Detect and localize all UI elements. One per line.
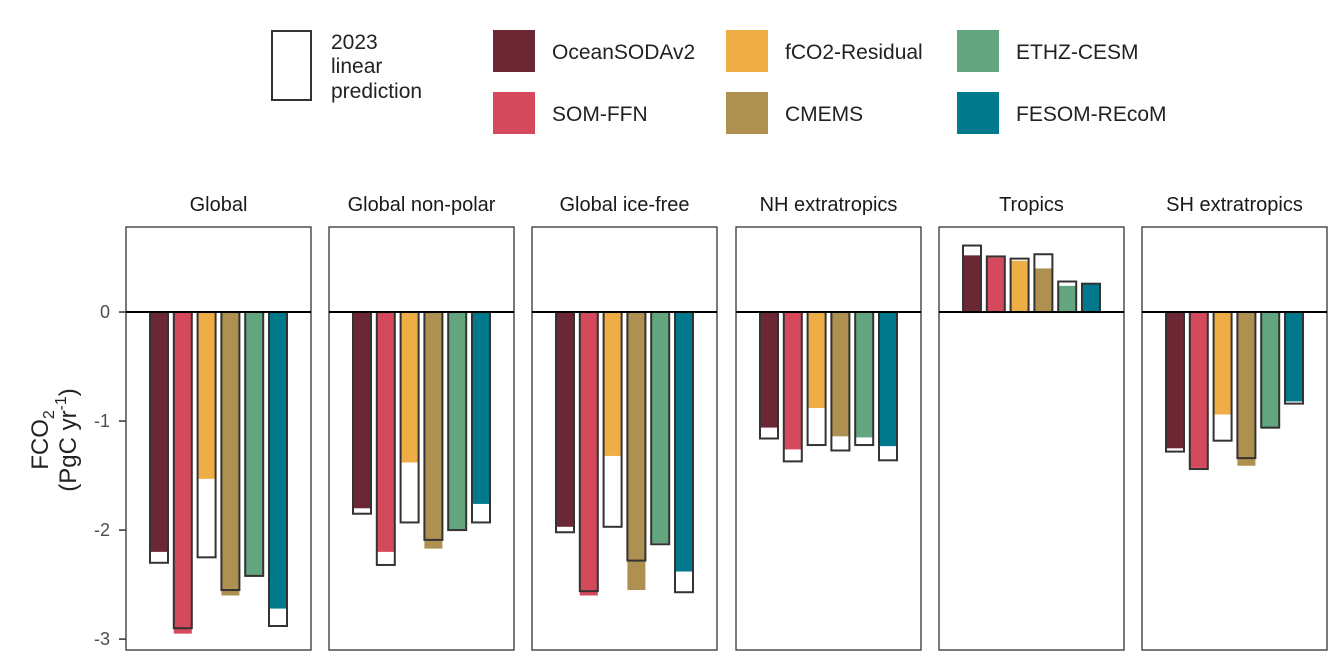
legend: 2023 linear prediction OceanSODAv2 fCO2-… [271,30,1167,134]
bar-2023-global-non-polar-oceansodav2 [353,312,371,509]
bar-2023-global-non-polar-fco2-residual [400,312,419,463]
legend-label-fesom-recom: FESOM-REcoM [1016,103,1167,126]
legend-label-som-ffn: SOM-FFN [552,103,648,126]
y-axis-title-units-close: ) [55,388,82,396]
bar-2023-global-ice-free-som-ffn [579,312,598,596]
panel-global [125,226,312,651]
bar-2023-global-cmems [221,312,240,596]
bar-2023-nh-extratropics-oceansodav2 [760,312,778,428]
legend-outline-label-line3: prediction [331,80,422,103]
bar-2023-sh-extratropics-fco2-residual [1213,312,1232,415]
legend-outline-label-line1: 2023 [331,31,378,54]
bar-2023-nh-extratropics-som-ffn [783,312,802,450]
bar-2023-nh-extratropics-cmems [831,312,850,437]
y-axis: 0 -1 -2 -3 [94,302,126,649]
panel-title-nh-extratropics: NH extratropics [760,194,898,216]
legend-swatch-som-ffn [493,92,535,134]
bar-2023-sh-extratropics-fesom-recom [1285,312,1303,402]
bar-2023-tropics-fesom-recom [1082,283,1100,313]
bar-2023-global-ice-free-oceansodav2 [556,312,574,527]
legend-swatch-ethz-cesm [957,30,999,72]
legend-swatch-oceansodav2 [493,30,535,72]
svg-text:FCO2: FCO2 [27,410,58,470]
panel-nh-extratropics [735,226,922,651]
bar-2023-tropics-som-ffn [986,257,1005,313]
bar-2023-nh-extratropics-ethz-cesm [855,312,874,438]
y-tick-label-minus1: -1 [94,411,110,431]
y-tick-label-minus3: -3 [94,629,110,649]
panel-title-sh-extratropics: SH extratropics [1166,194,1303,216]
legend-swatch-fco2-residual [726,30,768,72]
bar-2023-tropics-ethz-cesm [1058,285,1077,313]
bar-2023-global-ice-free-fesom-recom [675,312,693,572]
legend-label-cmems: CMEMS [785,103,863,126]
panel-titles: Global Global non-polar Global ice-free … [190,194,1303,216]
panel-title-global: Global [190,194,248,216]
bar-2023-global-fesom-recom [269,312,287,609]
svg-text:(PgC yr-1): (PgC yr-1) [53,388,82,492]
bar-2023-tropics-fco2-residual [1010,260,1029,313]
legend-label-fco2-residual: fCO2-Residual [785,41,923,64]
bar-2023-global-non-polar-som-ffn [376,312,395,552]
bar-2023-sh-extratropics-ethz-cesm [1261,312,1280,429]
bar-2023-global-ethz-cesm [245,312,264,577]
panel-tropics [938,226,1125,651]
bar-2023-global-ice-free-cmems [627,312,646,591]
panel-global-non-polar [328,226,515,651]
y-axis-title-units: (PgC yr [55,410,82,491]
bar-2023-global-ice-free-fco2-residual [603,312,622,456]
legend-label-oceansodav2: OceanSODAv2 [552,41,695,64]
bar-2023-global-fco2-residual [197,312,216,479]
panel-global-ice-free [531,226,718,651]
panel-title-global-non-polar: Global non-polar [348,194,496,216]
panels [125,226,1328,651]
bar-2023-tropics-cmems [1034,268,1053,313]
bar-2023-nh-extratropics-fco2-residual [807,312,826,408]
legend-outline-key [271,30,312,101]
bar-2023-tropics-oceansodav2 [963,255,981,313]
legend-swatch-fesom-recom [957,92,999,134]
bar-2023-global-ice-free-ethz-cesm [651,312,670,544]
bar-2023-global-non-polar-ethz-cesm [448,312,467,531]
legend-swatch-cmems [726,92,768,134]
y-axis-title-main: FCO [27,419,54,470]
bar-2023-global-oceansodav2 [150,312,168,552]
legend-outline-label-line2: linear [331,55,382,78]
y-tick-label-minus2: -2 [94,520,110,540]
bar-2023-global-som-ffn [173,312,192,634]
y-axis-title-subscript: 2 [41,410,58,419]
panel-title-tropics: Tropics [999,194,1064,216]
bar-2023-nh-extratropics-fesom-recom [879,312,897,447]
legend-label-ethz-cesm: ETHZ-CESM [1016,41,1139,64]
y-tick-label-0: 0 [100,302,110,322]
panel-sh-extratropics [1141,226,1328,651]
bar-2023-global-non-polar-cmems [424,312,443,549]
bar-2023-sh-extratropics-som-ffn [1189,312,1208,468]
bar-2023-sh-extratropics-oceansodav2 [1166,312,1184,449]
bar-2023-global-non-polar-fesom-recom [472,312,490,504]
y-axis-title: FCO2 (PgC yr-1) [27,388,82,492]
bar-2023-sh-extratropics-cmems [1237,312,1256,466]
y-axis-title-units-superscript: -1 [53,396,70,410]
panel-title-global-ice-free: Global ice-free [559,194,689,216]
